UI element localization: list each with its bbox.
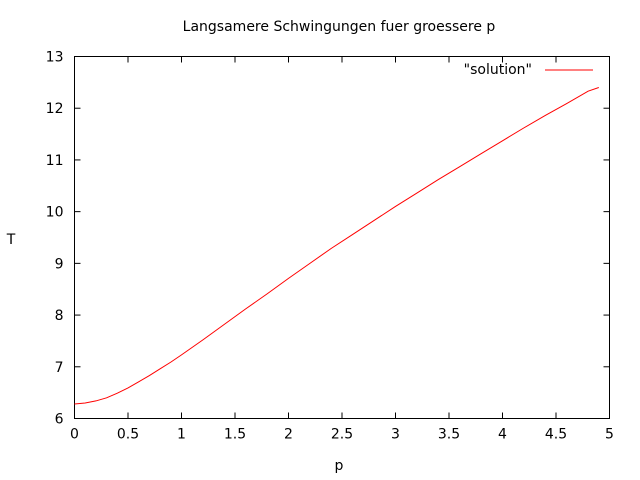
x-tick-label: 2.5 bbox=[331, 427, 353, 443]
x-tick-label: 3 bbox=[391, 427, 400, 443]
x-tick-label: 0 bbox=[70, 427, 79, 443]
x-tick-label: 4.5 bbox=[545, 427, 567, 443]
y-tick-label: 10 bbox=[46, 205, 64, 221]
y-tick-label: 12 bbox=[46, 101, 64, 117]
series-line-solution bbox=[74, 87, 599, 405]
legend-label: "solution" bbox=[464, 62, 532, 78]
y-axis-label: T bbox=[6, 232, 16, 248]
x-tick-label: 5 bbox=[605, 427, 614, 443]
series-layer bbox=[74, 87, 599, 405]
x-tick-label: 1 bbox=[177, 427, 186, 443]
y-tick-label: 9 bbox=[55, 256, 64, 272]
y-tick-label: 11 bbox=[46, 153, 64, 169]
y-tick-label: 8 bbox=[55, 308, 64, 324]
chart-title: Langsamere Schwingungen fuer groessere p bbox=[183, 19, 496, 35]
x-tick-label: 2 bbox=[284, 427, 293, 443]
y-tick-label: 7 bbox=[55, 360, 64, 376]
legend: "solution" bbox=[464, 62, 593, 78]
y-tick-label: 13 bbox=[46, 50, 64, 66]
x-axis-label: p bbox=[335, 458, 344, 474]
axis-ticks: 0 0.5 1 1.5 2 2.5 3 3.5 4 4.5 5 6 7 8 9 10 11 12 13 bbox=[46, 50, 614, 443]
x-tick-label: 1.5 bbox=[224, 427, 246, 443]
x-tick-label: 0.5 bbox=[117, 427, 139, 443]
y-tick-label: 6 bbox=[55, 412, 64, 428]
x-tick-label: 4 bbox=[498, 427, 507, 443]
x-tick-label: 3.5 bbox=[438, 427, 460, 443]
